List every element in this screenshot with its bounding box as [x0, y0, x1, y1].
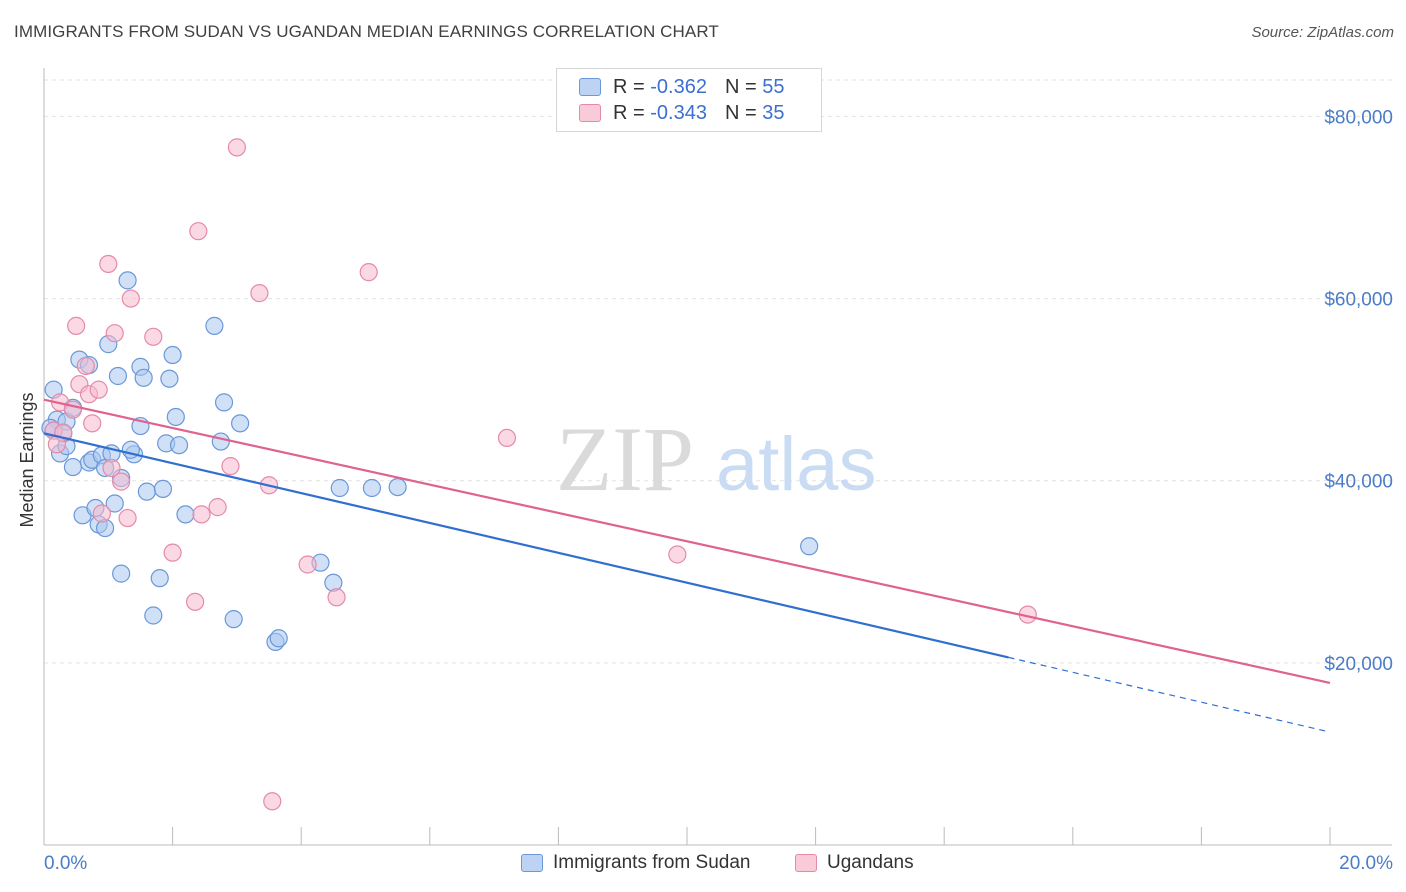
stats-legend: R = -0.362 N = 55 R = -0.343 N = 35 [556, 68, 822, 132]
ugandan-point [250, 284, 269, 303]
sudan-point [166, 407, 185, 427]
ugandan-swatch [579, 104, 601, 122]
ugandan-point [67, 316, 86, 335]
legend-n-value: 35 [762, 101, 785, 124]
x-tick-label-max: 20.0% [1339, 853, 1393, 874]
y-tick-label: $20,000 [1324, 654, 1393, 675]
y-tick-label: $40,000 [1324, 472, 1393, 493]
data-points [41, 138, 1037, 811]
sudan-swatch [579, 78, 601, 96]
legend-r-value: -0.362 [650, 75, 707, 98]
ugandan-point [76, 356, 95, 376]
legend-r-label: R = [613, 75, 645, 98]
x-tick-label-min: 0.0% [44, 853, 87, 874]
legend-r-label: R = [613, 101, 645, 124]
legend-row-sudan: R = -0.362 N = 55 [579, 74, 784, 100]
sudan-point [137, 482, 156, 501]
sudan-point [211, 432, 230, 451]
source-credit: Source: ZipAtlas.com [1251, 24, 1394, 41]
sudan-point [388, 477, 407, 497]
sudan-point [800, 537, 819, 556]
sudan-point [134, 368, 153, 387]
grid-lines [44, 79, 1392, 664]
legend-item-sudan[interactable]: Immigrants from Sudan [521, 852, 750, 874]
legend-n-label: N = [724, 101, 757, 124]
legend-r-value: -0.343 [650, 101, 707, 124]
sudan-trend-extension [1008, 656, 1331, 733]
ugandan-point [102, 458, 121, 478]
watermark-zip: ZIP [556, 408, 694, 510]
sudan-point [269, 629, 288, 648]
sudan-point [362, 478, 382, 498]
ugandan-point [192, 505, 211, 524]
tick-labels: $20,000 $40,000 $60,000 $80,000 0.0% 20.0% [44, 107, 1393, 874]
ugandan-point [208, 498, 227, 517]
sudan-point [160, 369, 179, 388]
ugandan-point [118, 508, 137, 528]
trend-lines [43, 398, 1331, 733]
sudan-point [118, 271, 137, 290]
sudan-point [169, 436, 189, 455]
watermark: ZIP atlas [556, 408, 877, 510]
ugandan-point [359, 263, 378, 282]
ugandan-point [298, 555, 317, 574]
ugandan-trend-line [43, 398, 1331, 684]
sudan-point [224, 610, 243, 629]
sudan-point [63, 457, 83, 477]
sudan-point [163, 345, 182, 365]
sudan-point [150, 569, 169, 588]
ugandan-point [263, 792, 282, 811]
ugandan-point [89, 380, 108, 399]
sudan-point [330, 478, 349, 498]
ugandan-point [668, 545, 687, 564]
legend-label-sudan: Immigrants from Sudan [553, 852, 751, 873]
sudan-trend-line [43, 432, 1009, 659]
legend-row-ugandans: R = -0.343 N = 35 [579, 100, 784, 126]
ugandan-point [92, 504, 111, 523]
sudan-point [205, 316, 224, 335]
axes [43, 68, 1392, 846]
sudan-legend-swatch [521, 854, 543, 872]
ugandan-point [121, 289, 140, 308]
sudan-point [214, 393, 234, 412]
ugandan-point [227, 138, 246, 157]
ugandan-point [112, 472, 131, 491]
ugandan-point [144, 327, 163, 346]
legend-n-label: N = [724, 75, 757, 98]
ugandan-point [189, 222, 208, 241]
ugandan-point [83, 414, 102, 433]
ugandan-legend-swatch [795, 854, 817, 872]
sudan-point [105, 494, 124, 513]
sudan-point [112, 564, 131, 583]
ugandan-point [497, 428, 517, 448]
y-tick-label: $60,000 [1324, 290, 1393, 311]
legend-n-value: 55 [762, 75, 785, 98]
sudan-point [108, 366, 128, 386]
ugandan-point [327, 588, 346, 607]
sudan-point [153, 479, 173, 499]
ugandan-point [105, 324, 124, 343]
ugandan-point [99, 254, 118, 274]
y-tick-label: $80,000 [1324, 107, 1393, 128]
series-legend: Immigrants from Sudan Ugandans [0, 852, 1406, 878]
y-axis-label: Median Earnings [17, 392, 37, 527]
ugandan-point [186, 592, 205, 611]
legend-item-ugandans[interactable]: Ugandans [795, 852, 914, 874]
ugandan-point [163, 543, 182, 562]
ugandan-point [221, 457, 240, 476]
sudan-point [231, 414, 250, 433]
chart-title: IMMIGRANTS FROM SUDAN VS UGANDAN MEDIAN … [14, 22, 719, 41]
watermark-atlas: atlas [716, 422, 877, 507]
sudan-point [176, 505, 195, 524]
sudan-point [144, 606, 163, 625]
legend-label-ugandans: Ugandans [827, 852, 914, 873]
